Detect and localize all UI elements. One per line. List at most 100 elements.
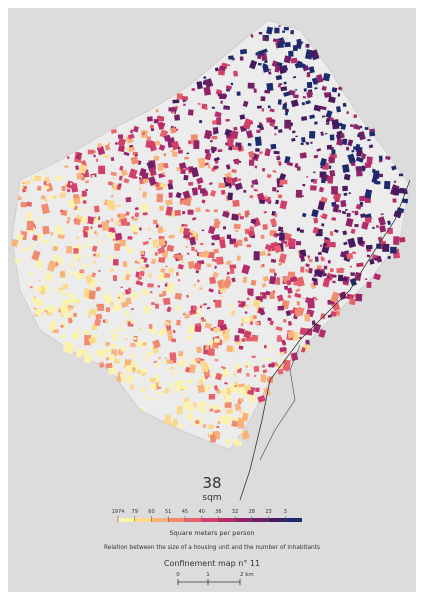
map-block <box>141 372 147 377</box>
map-block <box>300 266 305 273</box>
map-block <box>260 48 268 55</box>
map-block <box>187 209 194 215</box>
map-block <box>187 260 195 270</box>
map-block <box>201 199 206 204</box>
map-block <box>225 142 228 145</box>
map-block <box>277 40 284 48</box>
map-block <box>327 175 334 184</box>
map-block <box>331 274 337 278</box>
map-block <box>127 236 133 240</box>
map-block <box>269 268 276 273</box>
map-block <box>189 236 197 246</box>
map-block <box>54 265 59 269</box>
map-block <box>258 32 263 35</box>
map-block <box>59 270 66 278</box>
map-block <box>249 321 254 325</box>
map-block <box>289 276 298 283</box>
legend-swatch <box>251 518 269 522</box>
map-block <box>156 223 159 226</box>
map-block <box>35 258 42 268</box>
map-block <box>82 199 87 205</box>
legend-swatch <box>218 518 236 522</box>
map-block <box>89 237 93 241</box>
map-block <box>178 226 184 234</box>
map-block <box>94 231 97 234</box>
map-block <box>212 372 216 376</box>
map-block <box>207 164 211 169</box>
map-block <box>159 183 167 188</box>
map-block <box>134 206 139 211</box>
map-block <box>54 243 58 247</box>
map-block <box>155 224 159 228</box>
map-block <box>324 236 329 241</box>
map-block <box>331 302 341 312</box>
map-block <box>179 199 186 205</box>
map-block <box>147 116 153 122</box>
map-block <box>305 141 310 146</box>
map-block <box>238 410 243 414</box>
map-block <box>222 226 227 230</box>
map-block <box>225 164 231 170</box>
map-block <box>306 91 313 99</box>
map-block <box>393 236 400 245</box>
map-block <box>274 65 280 73</box>
map-block <box>263 387 271 397</box>
map-block <box>399 236 406 243</box>
map-block <box>153 219 158 225</box>
map-block <box>372 226 375 229</box>
map-block <box>355 156 364 163</box>
map-block <box>99 362 103 365</box>
map-block <box>171 111 176 114</box>
map-block <box>177 147 181 150</box>
map-block <box>137 258 144 263</box>
map-block <box>158 272 165 281</box>
map-block <box>257 125 262 128</box>
map-block <box>153 155 160 161</box>
map-block <box>338 209 342 213</box>
map-block <box>131 359 137 363</box>
map-block <box>125 211 130 216</box>
map-block <box>213 128 217 131</box>
map-block <box>226 276 230 280</box>
map-block <box>188 181 194 186</box>
map-block <box>74 218 81 226</box>
map-block <box>234 440 242 447</box>
map-block <box>120 218 128 226</box>
map-block <box>345 146 350 151</box>
map-block <box>138 167 147 177</box>
map-block <box>158 356 161 360</box>
map-block <box>168 107 176 112</box>
map-block <box>307 298 315 309</box>
map-block <box>149 124 154 129</box>
map-block <box>93 253 96 257</box>
map-block <box>273 244 282 254</box>
map-block <box>331 186 338 195</box>
map-block <box>33 295 37 299</box>
map-block <box>244 212 249 218</box>
map-block <box>330 291 340 303</box>
map-block <box>24 179 31 186</box>
map-block <box>220 388 228 396</box>
map-block <box>239 430 243 435</box>
map-block <box>150 128 155 132</box>
map-block <box>199 188 207 194</box>
map-block <box>295 135 298 138</box>
map-block <box>321 115 326 118</box>
map-block <box>173 329 176 333</box>
map-block <box>209 140 213 143</box>
map-block <box>320 244 323 247</box>
map-block <box>170 365 175 370</box>
map-block <box>356 150 362 157</box>
map-block <box>148 237 152 240</box>
map-block <box>57 287 64 291</box>
map-block <box>143 304 152 315</box>
map-block <box>85 180 90 184</box>
map-block <box>62 283 69 289</box>
map-block <box>301 347 306 353</box>
map-block <box>63 299 70 305</box>
map-block <box>321 258 326 262</box>
map-block <box>76 348 80 352</box>
map-block <box>348 298 356 306</box>
map-block <box>80 177 85 181</box>
map-block <box>63 165 69 168</box>
